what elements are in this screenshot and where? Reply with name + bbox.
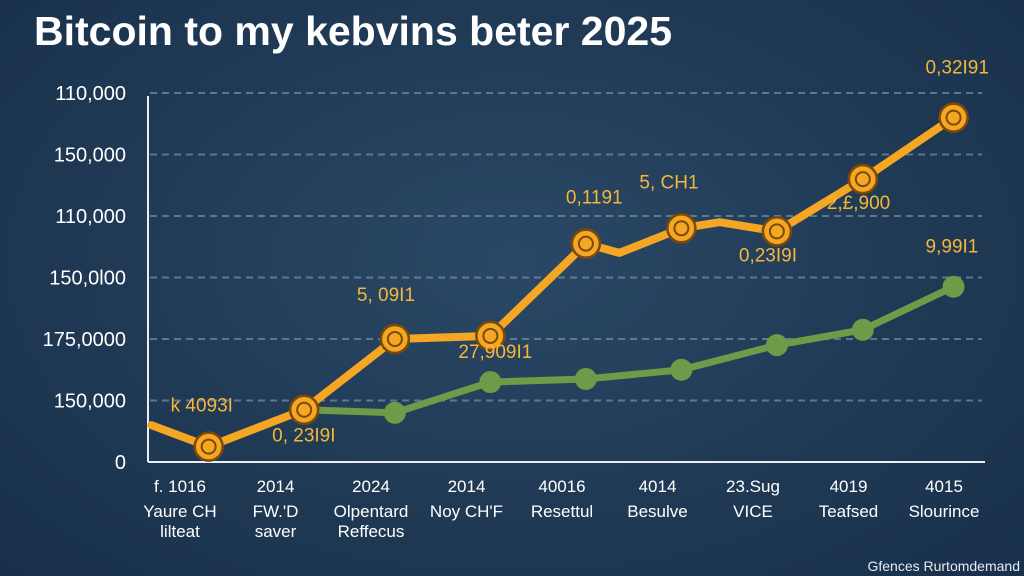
series-point-ring — [482, 327, 499, 344]
y-tick-label: 150,0l00 — [49, 268, 126, 290]
series-point — [851, 318, 874, 341]
series-point — [383, 401, 406, 424]
data-label: 9,99I1 — [926, 237, 979, 258]
series-point-ring — [768, 223, 785, 240]
series-point — [670, 358, 693, 381]
x-tick-sublabel: Besulve — [627, 502, 687, 521]
series-point-ring — [296, 401, 313, 418]
series-point — [942, 275, 965, 298]
series-point — [666, 213, 697, 244]
y-tick-label: 175,0000 — [43, 329, 126, 351]
y-tick-labels: 110,000 150,000 110,000 150,0l00 175,0000 150… — [43, 83, 126, 474]
x-tick-sublabel: FW.'D — [253, 502, 299, 521]
x-tick-label: 4019 — [830, 477, 868, 496]
x-tick-sublabel: Reffecus — [338, 522, 405, 541]
data-label: 5, 09I1 — [357, 285, 415, 306]
data-label: 27,909I1 — [458, 342, 532, 363]
series-point — [574, 367, 597, 390]
x-tick-label: 40016 — [538, 477, 585, 496]
footer-note: Gfences Rurtomdemand — [867, 558, 1020, 574]
data-label: 0,32I91 — [926, 58, 989, 79]
x-tick-sublabel: Olpentard — [334, 502, 409, 521]
series-point-ring — [386, 331, 403, 347]
series-markers — [193, 102, 969, 462]
series-point-ring — [577, 235, 594, 252]
axes — [147, 96, 985, 463]
series-point — [379, 323, 411, 355]
y-tick-label: 150,000 — [54, 391, 126, 413]
y-tick-label: 110,000 — [55, 206, 126, 228]
x-tick-label: 2014 — [257, 477, 295, 496]
data-label: 0,23I9I — [739, 245, 797, 266]
data-label: 2,£,900 — [827, 193, 890, 214]
data-label: k 4093I — [171, 396, 233, 417]
series-point-ring — [200, 438, 217, 455]
x-tick-sublabel: Yaure CH — [143, 502, 216, 521]
series-point — [479, 371, 502, 394]
x-tick-label: 2014 — [448, 477, 486, 496]
x-tick-sublabel: Noy CH'F — [430, 502, 503, 521]
series-point — [765, 334, 788, 357]
x-tick-label: f. 1016 — [154, 477, 206, 496]
series-point — [193, 431, 224, 462]
x-tick-sublabel: Resettul — [531, 502, 593, 521]
data-labels: k 4093I 0, 23I9I 5, 09I1 27,909I1 0,1191 5, C… — [171, 58, 989, 447]
series-point — [938, 102, 969, 133]
series-point — [475, 320, 506, 352]
series-lines — [147, 113, 958, 451]
series-point — [570, 228, 602, 259]
data-label: 0,1191 — [566, 188, 623, 209]
series-point-ring — [854, 171, 871, 188]
x-tick-sublabel: lilteat — [160, 522, 200, 541]
series-point — [288, 394, 320, 425]
x-tick-sublabel: Slourince — [909, 502, 980, 521]
x-tick-sublabel: saver — [255, 522, 297, 541]
series-line-0 — [147, 113, 958, 451]
series-point — [847, 163, 879, 195]
x-tick-sublabel: VICE — [733, 502, 773, 521]
series-point — [761, 216, 793, 247]
data-label: 5, CH1 — [639, 172, 698, 193]
x-tick-label: 4014 — [639, 477, 677, 496]
x-tick-label: 4015 — [925, 477, 963, 496]
series-line-1 — [300, 283, 957, 417]
series-point-ring — [673, 220, 690, 237]
series-point-ring — [945, 109, 962, 126]
y-tick-label: 150,000 — [54, 145, 126, 167]
x-tick-sublabel: Teafsed — [819, 502, 879, 521]
grid-lines — [150, 92, 982, 402]
x-tick-label: 23.Sug — [726, 477, 780, 496]
data-label: 0, 23I9I — [272, 426, 335, 447]
x-tick-label: 2024 — [352, 477, 390, 496]
y-tick-label: 0 — [115, 452, 126, 474]
y-tick-label: 110,000 — [55, 83, 126, 105]
chart-title: Bitcoin to my kebvins beter 2025 — [34, 8, 673, 54]
